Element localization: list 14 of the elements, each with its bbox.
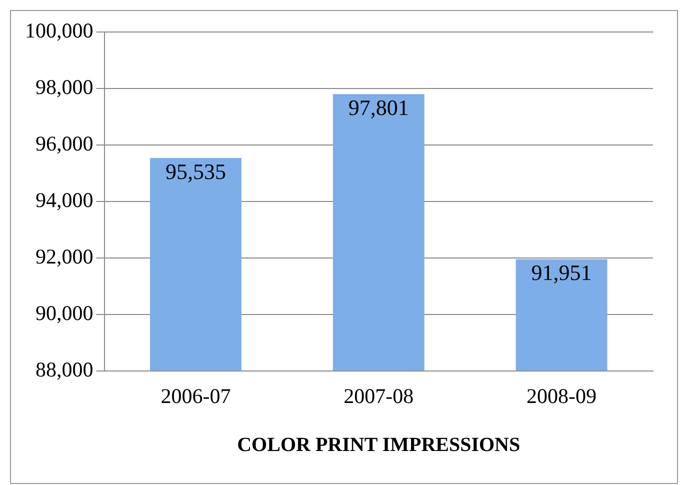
data-label: 91,951 (531, 260, 592, 286)
y-tick-label: 100,000 (25, 18, 94, 43)
y-tick-label: 94,000 (36, 188, 94, 212)
y-tick-label: 90,000 (36, 300, 94, 325)
y-tick-label: 98,000 (36, 74, 94, 99)
x-tick-label: 2006-07 (160, 384, 231, 408)
y-tick-label: 92,000 (36, 244, 94, 268)
data-label: 95,535 (165, 158, 226, 184)
x-tick-label: 2008-09 (526, 384, 597, 408)
y-tick-label: 88,000 (36, 357, 94, 382)
x-tick-label: 2007-08 (344, 384, 414, 408)
y-tick-label: 96,000 (36, 131, 94, 156)
x-axis-title: COLOR PRINT IMPRESSIONS (237, 434, 520, 456)
data-label: 97,801 (348, 94, 409, 120)
